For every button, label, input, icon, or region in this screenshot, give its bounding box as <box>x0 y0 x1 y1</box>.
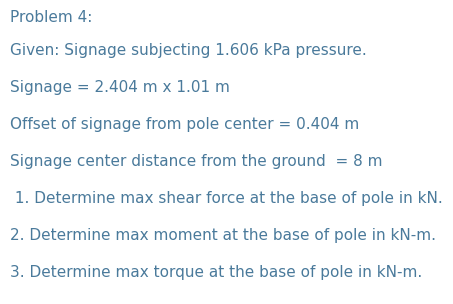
Text: Given: Signage subjecting 1.606 kPa pressure.: Given: Signage subjecting 1.606 kPa pres… <box>10 43 367 58</box>
Text: 1. Determine max shear force at the base of pole in kN.: 1. Determine max shear force at the base… <box>10 191 443 206</box>
Text: Signage center distance from the ground  = 8 m: Signage center distance from the ground … <box>10 154 382 169</box>
Text: Signage = 2.404 m x 1.01 m: Signage = 2.404 m x 1.01 m <box>10 80 230 95</box>
Text: Problem 4:: Problem 4: <box>10 10 92 25</box>
Text: Offset of signage from pole center = 0.404 m: Offset of signage from pole center = 0.4… <box>10 117 359 132</box>
Text: 3. Determine max torque at the base of pole in kN-m.: 3. Determine max torque at the base of p… <box>10 265 422 280</box>
Text: 2. Determine max moment at the base of pole in kN-m.: 2. Determine max moment at the base of p… <box>10 228 436 243</box>
